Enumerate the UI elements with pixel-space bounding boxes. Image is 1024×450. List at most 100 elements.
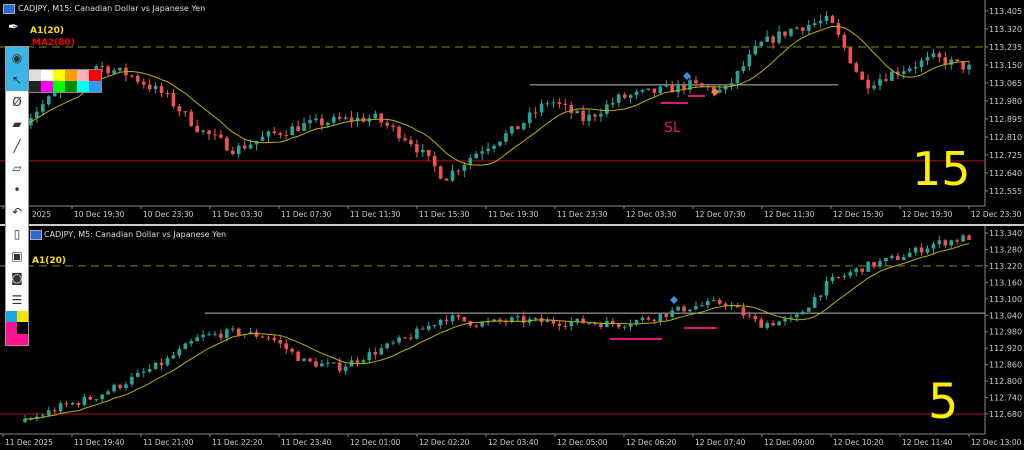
candle [141,371,146,373]
top-chart[interactable]: 113.405 113.320 113.235 113.150 113.065 112.9… [0,0,1024,222]
candle [195,125,199,132]
time-label: 2025 [32,210,51,219]
candle [789,28,793,36]
clipboard-icon[interactable]: ☰ [11,293,23,307]
price-label: 113.340 [989,229,1022,238]
candle [925,248,930,253]
candle [225,329,229,338]
color-palette[interactable] [28,69,102,93]
price-label: 113.065 [989,79,1022,88]
drawing-toolbar: ◉ ↖ Ø ▰ ╱ ▱ • ↶ ▯ ▣ ◙ ☰ [5,46,29,346]
candle [136,75,140,82]
palette-color[interactable] [65,81,77,92]
price-label: 112.980 [989,328,1022,337]
time-label: 12 Dec 15:30 [833,210,884,219]
price-label: 113.150 [989,61,1022,70]
palette-color[interactable] [41,81,53,92]
price-label: 113.280 [989,245,1022,254]
candle [444,319,449,322]
candle [284,134,289,136]
rectangle-icon[interactable]: ▱ [12,161,22,175]
candle [302,358,306,361]
candle [907,68,912,72]
candle [165,93,170,95]
candle [557,323,562,326]
top-chart-window[interactable]: 113.405 113.320 113.235 113.150 113.065 112.9… [0,0,1024,222]
palette-color[interactable] [77,70,89,81]
candle [361,360,366,363]
candle [717,89,722,93]
candle [207,130,211,135]
palette-color[interactable] [77,81,89,92]
candle [759,319,764,328]
candle [266,131,271,137]
pen-icon[interactable]: ✒ [8,20,19,35]
candle [296,126,300,131]
candle [403,337,407,339]
palette-color[interactable] [29,70,41,81]
candle [106,391,110,395]
line-icon[interactable]: ╱ [13,139,21,153]
time-label: 11 Dec 15:30 [419,210,470,219]
candle [611,102,615,105]
cursor-icon[interactable]: ↖ [6,69,28,91]
palette-color[interactable] [53,81,65,92]
candle [331,362,336,364]
candle [640,89,645,92]
candle [421,149,425,153]
eraser-icon[interactable]: ▰ [12,117,22,131]
candle [919,247,924,253]
candle [130,376,134,385]
candle [913,67,918,69]
color-swatch[interactable] [6,311,28,345]
palette-color[interactable] [89,81,101,92]
palette-color[interactable] [41,70,53,81]
bottom-chart-window[interactable]: 113.340 113.280 113.220 113.160 113.100 113.0… [0,224,1024,450]
palette-color[interactable] [53,70,65,81]
candle [896,256,900,260]
candle [931,244,936,249]
candle [189,341,194,344]
candle [848,272,853,276]
candle [52,92,57,97]
candle [801,311,805,315]
candle [225,137,229,151]
candle [183,343,188,349]
palette-color[interactable] [89,70,101,81]
undo-icon[interactable]: ↶ [11,205,23,219]
candle [165,358,170,366]
moving-average-line [24,25,970,166]
candle [373,352,378,355]
arrow-up-icon [670,296,678,304]
crossout-icon[interactable]: Ø [12,95,22,109]
bottom-chart[interactable]: 113.340 113.280 113.220 113.160 113.100 113.0… [0,226,1024,448]
eye-icon[interactable]: ◉ [6,47,28,69]
palette-color[interactable] [29,81,41,92]
timeframe-handwriting: 15 [912,142,971,196]
candle [426,149,431,156]
candle [575,110,579,114]
candle [35,111,39,119]
trash-icon[interactable]: ▯ [13,227,21,241]
price-label: 112.800 [989,377,1022,386]
camera-icon[interactable]: ◙ [11,271,23,285]
candle [700,83,704,87]
candle [76,402,81,405]
candle [806,25,811,31]
candle [961,235,965,242]
candle [510,317,514,322]
dot-icon[interactable]: • [13,183,21,197]
time-label: 11 Dec 23:40 [281,438,332,447]
candle [385,122,389,126]
palette-color[interactable] [65,70,77,81]
candle [302,123,306,131]
candle [753,46,758,55]
price-label: 112.860 [989,361,1022,370]
candle [812,297,817,308]
screen-icon[interactable]: ▣ [11,249,23,263]
candle [901,257,906,260]
candle [159,85,164,94]
candle [219,333,223,338]
candle [729,305,734,307]
candle [575,318,579,322]
